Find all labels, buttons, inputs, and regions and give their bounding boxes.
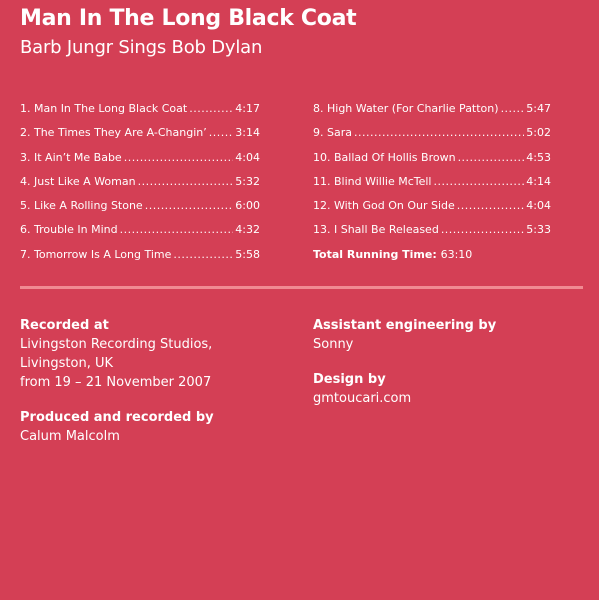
album-subtitle: Barb Jungr Sings Bob Dylan [20,37,263,58]
track-title: 12. With God On Our Side [313,199,455,213]
credits-right: Assistant engineering by Sonny Design by… [313,316,583,424]
leader-dots [145,194,234,218]
leader-dots [124,146,234,170]
track-row: 9. Sara 5:02 [313,121,551,145]
leader-dots [441,218,524,242]
credit-label: Recorded at [20,318,109,333]
leader-dots [458,146,525,170]
leader-dots [354,121,524,145]
credits-left: Recorded at Livingston Recording Studios… [20,316,300,462]
track-row: 11. Blind Willie McTell 4:14 [313,170,551,194]
credit-value: Sonny [313,337,354,352]
track-duration: 5:02 [526,126,551,140]
credit-value: Livingston Recording Studios, [20,337,213,352]
leader-dots [501,97,525,121]
leader-dots [120,218,234,242]
track-row: 8. High Water (For Charlie Patton) 5:47 [313,97,551,121]
leader-dots [457,194,525,218]
credit-label: Design by [313,372,386,387]
track-duration: 3:14 [235,126,260,140]
track-duration: 4:04 [526,199,551,213]
section-divider [20,286,583,289]
total-running-time: Total Running Time: 63:10 [313,243,551,267]
leader-dots [434,170,525,194]
track-row: 6. Trouble In Mind 4:32 [20,218,260,242]
total-label: Total Running Time: [313,247,437,261]
track-duration: 4:14 [526,174,551,188]
credit-label: Assistant engineering by [313,318,497,333]
track-title: 13. I Shall Be Released [313,223,439,237]
track-title: 3. It Ain’t Me Babe [20,150,122,164]
track-row: 10. Ballad Of Hollis Brown 4:53 [313,146,551,170]
credit-produced: Produced and recorded by Calum Malcolm [20,408,300,446]
track-row: 4. Just Like A Woman 5:32 [20,170,260,194]
track-row: 5. Like A Rolling Stone 6:00 [20,194,260,218]
leader-dots [173,243,233,267]
track-title: 9. Sara [313,126,352,140]
credit-value: gmtoucari.com [313,391,412,406]
track-row: 12. With God On Our Side 4:04 [313,194,551,218]
credit-value: Livingston, UK [20,356,114,371]
track-title: 6. Trouble In Mind [20,223,118,237]
track-row: 13. I Shall Be Released 5:33 [313,218,551,242]
album-title: Man In The Long Black Coat [20,6,357,31]
track-title: 10. Ballad Of Hollis Brown [313,150,456,164]
track-row: 3. It Ain’t Me Babe 4:04 [20,146,260,170]
track-duration: 4:32 [235,223,260,237]
credit-assistant: Assistant engineering by Sonny [313,316,583,354]
track-row: 2. The Times They Are A-Changin’ 3:14 [20,121,260,145]
credit-recorded: Recorded at Livingston Recording Studios… [20,316,300,392]
track-duration: 5:47 [526,102,551,115]
track-duration: 4:04 [235,150,260,164]
track-title: 1. Man In The Long Black Coat [20,102,188,115]
track-duration: 5:32 [235,174,260,188]
leader-dots [138,170,234,194]
track-title: 11. Blind Willie McTell [313,174,432,188]
track-title: 8. High Water (For Charlie Patton) [313,102,499,115]
track-title: 4. Just Like A Woman [20,174,136,188]
credit-label: Produced and recorded by [20,410,214,425]
credit-value: Calum Malcolm [20,429,120,444]
track-duration: 6:00 [235,199,260,213]
track-title: 7. Tomorrow Is A Long Time [20,247,172,261]
track-row: 1. Man In The Long Black Coat 4:17 [20,97,260,121]
total-value: 63:10 [440,247,473,261]
track-title: 5. Like A Rolling Stone [20,199,143,213]
tracklist-left: 1. Man In The Long Black Coat 4:17 2. The… [20,97,260,267]
leader-dots [209,121,234,145]
credit-value: from 19 – 21 November 2007 [20,375,212,390]
tracklist-right: 8. High Water (For Charlie Patton) 5:47 9… [313,97,551,267]
track-duration: 5:58 [235,247,260,261]
credit-design: Design by gmtoucari.com [313,370,583,408]
leader-dots [189,97,233,121]
track-row: 7. Tomorrow Is A Long Time 5:58 [20,243,260,267]
track-duration: 4:53 [526,150,551,164]
track-title: 2. The Times They Are A-Changin’ [20,126,207,140]
track-duration: 4:17 [235,102,260,115]
track-duration: 5:33 [526,223,551,237]
